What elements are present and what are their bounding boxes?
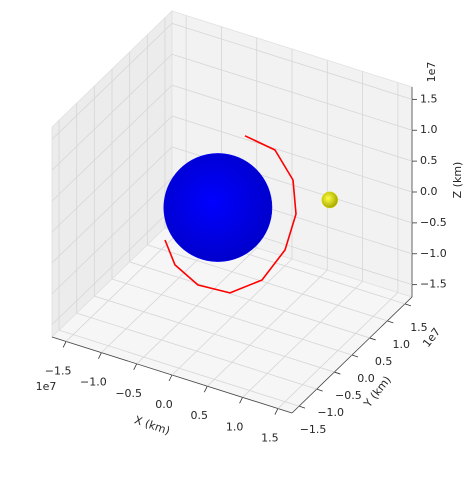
x-axis-label: X (km) bbox=[133, 413, 172, 437]
y-tick-label: 1.5 bbox=[410, 321, 428, 334]
y-tick bbox=[334, 371, 341, 375]
x-tick-label: 1.5 bbox=[261, 432, 279, 445]
x-tick bbox=[98, 352, 102, 359]
x-tick bbox=[274, 408, 279, 415]
grid-line bbox=[51, 23, 173, 140]
x-tick-label: 0.0 bbox=[155, 398, 173, 411]
z-tick-label: −1.0 bbox=[420, 247, 447, 260]
y-tick bbox=[351, 354, 359, 358]
z-tick-label: 0.5 bbox=[420, 154, 438, 167]
x-tick-label: 0.5 bbox=[191, 409, 209, 422]
x-tick bbox=[203, 385, 208, 393]
y-tick bbox=[369, 337, 376, 341]
y-tick-label: −1.5 bbox=[300, 423, 327, 436]
y-tick-label: −0.5 bbox=[335, 389, 362, 402]
grid-line bbox=[58, 329, 300, 407]
z-axis-label: Z (km) bbox=[451, 162, 464, 199]
x-tick bbox=[62, 341, 67, 348]
x-offset: 1e7 bbox=[36, 380, 57, 393]
grid-line bbox=[51, 208, 173, 325]
x-tick-label: −1.0 bbox=[80, 376, 107, 389]
grid-line bbox=[51, 115, 173, 233]
grid-line bbox=[111, 278, 353, 356]
x-tick bbox=[133, 363, 138, 371]
x-tick bbox=[168, 374, 173, 382]
y-tick-label: 1.0 bbox=[393, 338, 411, 351]
grid-line bbox=[51, 177, 173, 295]
y-tick-label: 0.5 bbox=[375, 355, 393, 368]
marks bbox=[163, 135, 339, 294]
z-offset: 1e7 bbox=[425, 62, 438, 83]
grid-line bbox=[147, 244, 388, 322]
grid-line bbox=[171, 115, 413, 193]
grid-line bbox=[171, 53, 413, 131]
x-tick-label: 1.0 bbox=[226, 420, 244, 433]
grid-line bbox=[171, 84, 413, 162]
sphere bbox=[321, 191, 339, 209]
z-tick-label: 1.5 bbox=[420, 92, 438, 105]
x-tick bbox=[239, 397, 243, 404]
grid-line bbox=[94, 295, 335, 373]
y-tick-label: −1.0 bbox=[317, 406, 344, 419]
grid-line bbox=[51, 84, 173, 202]
grid-line bbox=[76, 312, 317, 390]
z-tick-label: 1.0 bbox=[420, 123, 438, 136]
y-tick bbox=[316, 388, 323, 392]
x-tick-label: −1.5 bbox=[45, 364, 72, 377]
y-tick bbox=[298, 405, 306, 409]
z-tick-label: −1.5 bbox=[420, 278, 447, 291]
x-tick-label: −0.5 bbox=[115, 387, 142, 400]
orbit bbox=[164, 135, 297, 294]
grid-line bbox=[129, 261, 370, 339]
grid-line bbox=[51, 53, 173, 171]
sphere bbox=[163, 153, 273, 262]
z-tick-label: −0.5 bbox=[420, 216, 447, 229]
grid-line bbox=[171, 22, 413, 100]
grid-line bbox=[51, 146, 173, 264]
z-tick-label: 0.0 bbox=[420, 185, 438, 198]
y-tick bbox=[404, 303, 412, 307]
y-tick bbox=[387, 320, 394, 324]
y-tick-label: 0.0 bbox=[357, 372, 375, 385]
